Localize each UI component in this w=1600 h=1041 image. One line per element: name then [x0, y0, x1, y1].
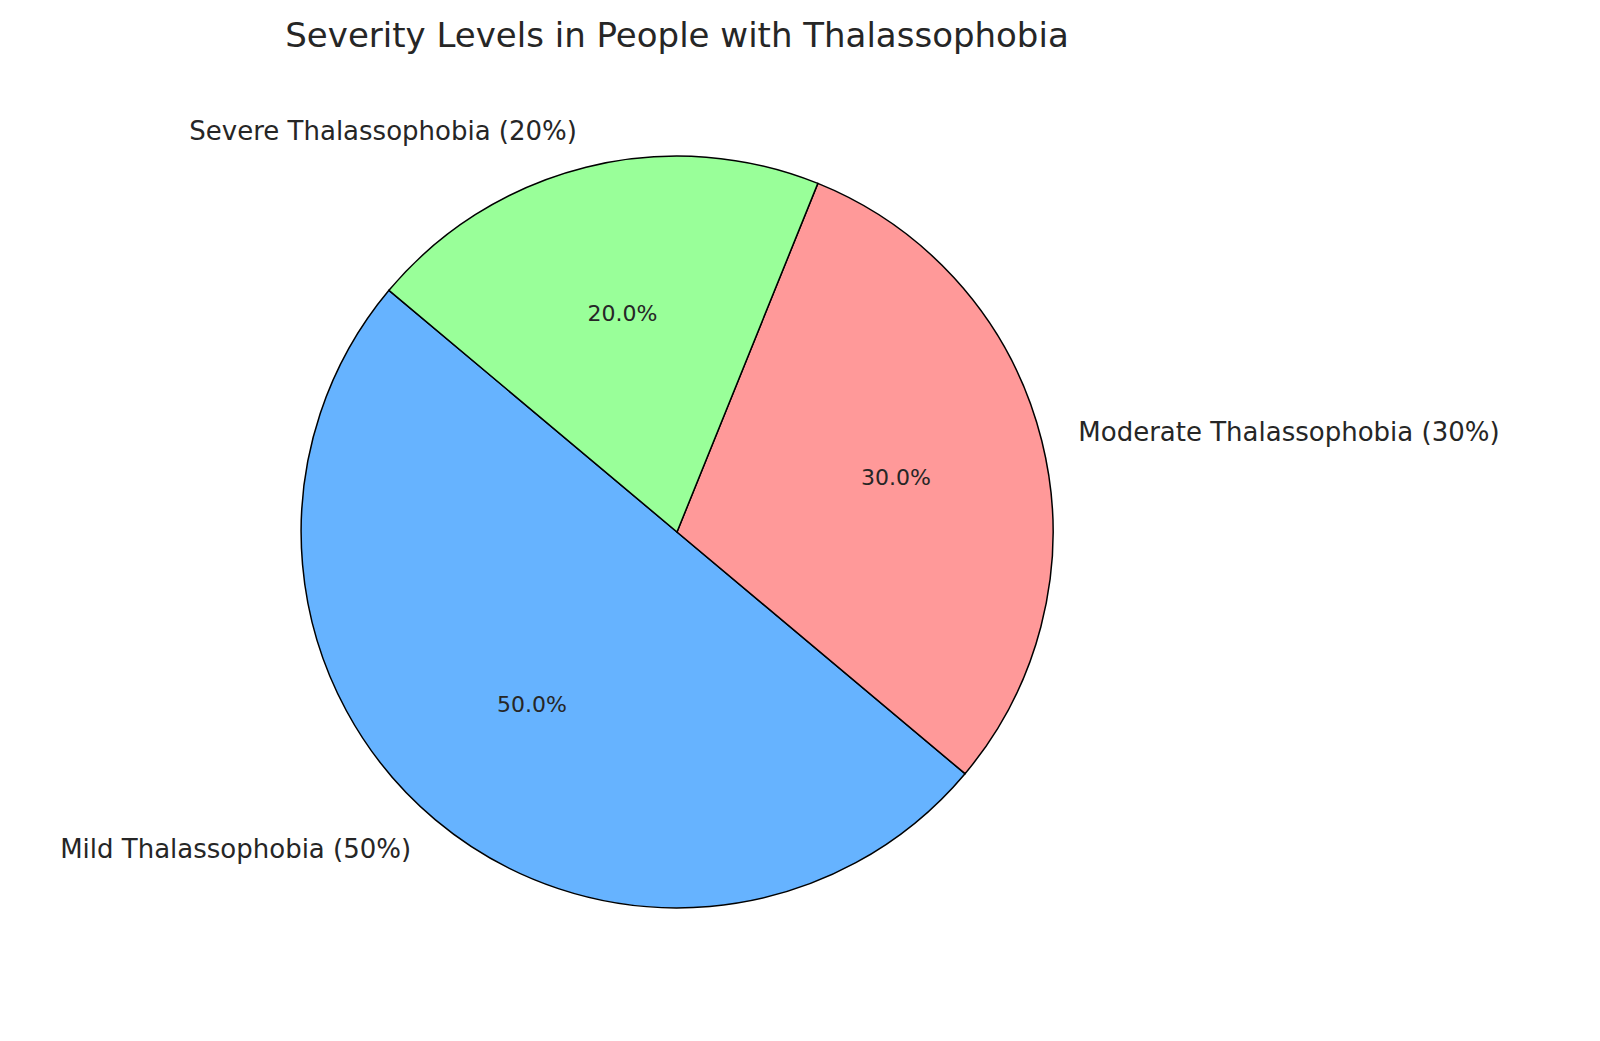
svg-text:50.0%: 50.0% — [497, 692, 567, 717]
svg-text:Mild Thalassophobia (50%): Mild Thalassophobia (50%) — [60, 834, 411, 864]
svg-text:Moderate Thalassophobia (30%): Moderate Thalassophobia (30%) — [1078, 417, 1499, 447]
svg-text:Severe Thalassophobia (20%): Severe Thalassophobia (20%) — [189, 116, 577, 146]
svg-text:20.0%: 20.0% — [587, 301, 657, 326]
html-text:Severity Levels in People with: Severity Levels in People with Thalassop… — [285, 15, 1069, 55]
svg-text:30.0%: 30.0% — [861, 465, 931, 490]
